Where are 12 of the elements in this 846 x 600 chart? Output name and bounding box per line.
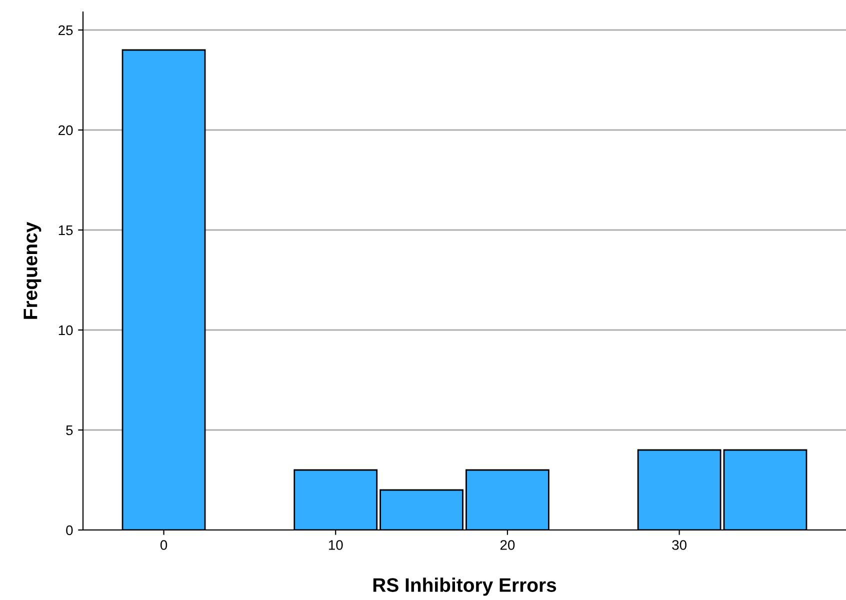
y-tick-label: 20 <box>58 125 73 136</box>
y-tick-label: 15 <box>58 225 73 236</box>
x-tick-label: 30 <box>672 540 686 550</box>
x-tick-label: 0 <box>160 540 168 550</box>
y-axis-title: Frequency <box>24 222 42 319</box>
x-tick-label: 10 <box>328 540 343 550</box>
y-tick-label: 5 <box>66 425 73 436</box>
y-tick-label: 0 <box>66 525 73 536</box>
x-axis-title: RS Inhibitory Errors <box>373 578 556 596</box>
y-tick-label: 10 <box>58 325 73 336</box>
x-tick-label: 20 <box>500 540 515 550</box>
y-tick-label: 25 <box>58 25 73 36</box>
